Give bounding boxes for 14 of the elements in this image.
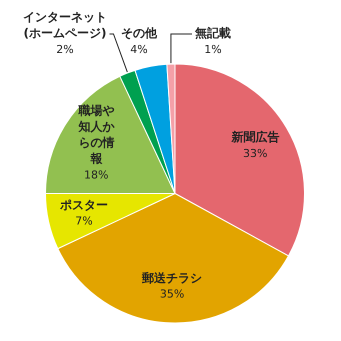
data-label: 35% (160, 288, 184, 301)
slice-label: 郵送チラシ (141, 270, 202, 285)
data-label: 4% (130, 42, 148, 56)
data-label: 7% (75, 214, 93, 228)
slice-label: インターネット(ホームページ) (23, 10, 107, 40)
slice-label: 新聞広告 (230, 130, 280, 144)
slice-label: 無記載 (194, 26, 231, 40)
slice-label: ポスター (59, 198, 108, 212)
data-label: 33% (243, 146, 268, 160)
slice-label: 職場や知人からの情報 (77, 104, 116, 166)
slice-label: その他 (121, 26, 158, 40)
data-label: 2% (56, 42, 74, 56)
data-label: 1% (204, 42, 222, 56)
data-label: 18% (84, 168, 108, 182)
